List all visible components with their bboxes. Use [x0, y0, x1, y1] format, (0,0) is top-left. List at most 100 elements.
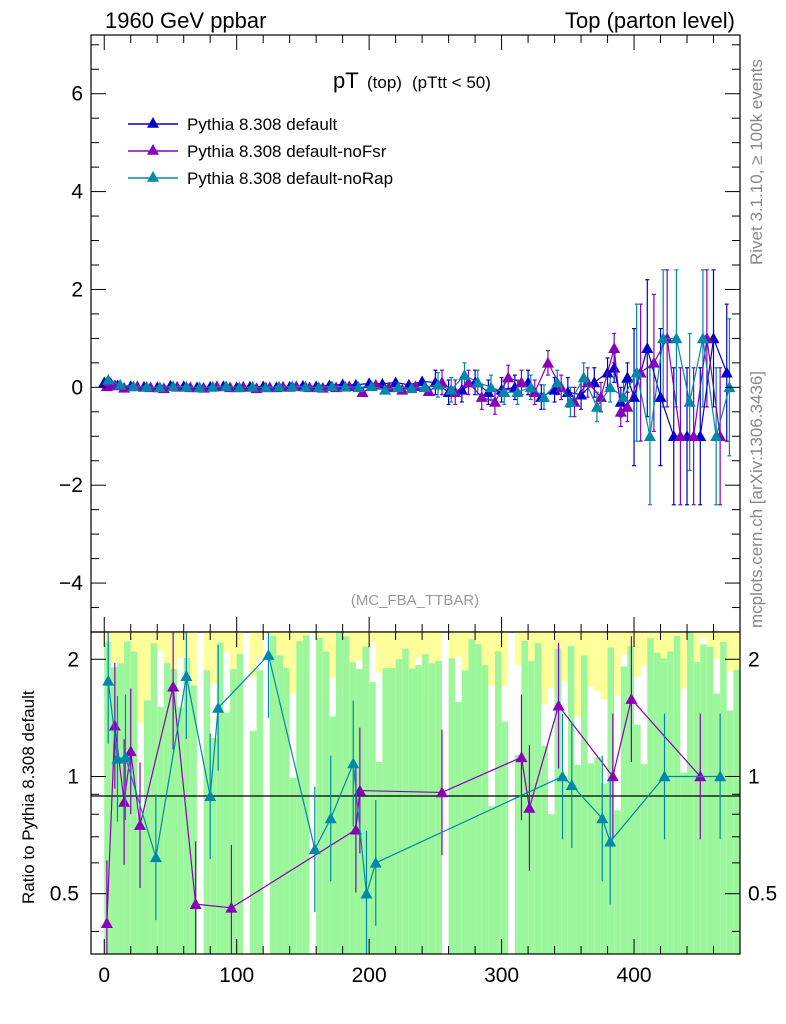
- ratio-band-outer: [236, 632, 244, 672]
- ratio-data-point: [552, 699, 565, 711]
- main-data-point: [392, 381, 405, 393]
- main-data-point: [326, 380, 339, 392]
- main-data-point: [299, 380, 312, 392]
- ratio-band-inner: [660, 658, 668, 954]
- main-data-point: [455, 383, 468, 395]
- legend-label: Pythia 8.308 default: [187, 115, 338, 134]
- ratio-band-outer: [203, 632, 211, 676]
- ratio-band-inner: [455, 702, 462, 954]
- main-data-point: [720, 366, 733, 378]
- ratio-band-outer: [541, 632, 548, 705]
- main-data-point: [180, 380, 193, 392]
- ratio-band-outer: [329, 632, 337, 678]
- main-data-point: [628, 391, 641, 402]
- ratio-band-outer: [680, 632, 688, 689]
- plot-title-main: pT: [333, 68, 359, 93]
- main-data-point: [594, 391, 607, 402]
- ratio-band-inner: [607, 647, 615, 954]
- ratio-band-inner: [402, 648, 409, 954]
- main-data-point: [641, 342, 654, 353]
- ratio-band-inner: [435, 660, 442, 954]
- ratio-band-inner: [104, 641, 111, 954]
- main-data-point: [206, 380, 219, 392]
- ratio-band-inner: [514, 755, 522, 954]
- ratio-band-outer: [249, 632, 257, 677]
- ratio-xtick-label: 400: [617, 964, 652, 987]
- ratio-band-outer: [382, 632, 390, 689]
- main-data-point: [674, 430, 687, 442]
- ratio-band-inner: [614, 810, 621, 954]
- ratio-band-inner: [110, 667, 118, 954]
- ratio-band-outer: [700, 632, 707, 638]
- main-ytick-label: −4: [59, 572, 83, 595]
- legend: Pythia 8.308 default Pythia 8.308 default…: [128, 115, 393, 188]
- ratio-band-inner: [177, 707, 184, 954]
- main-data-point: [471, 376, 484, 388]
- main-data-point: [687, 430, 700, 442]
- main-data-point: [502, 371, 515, 383]
- ratio-data-point: [212, 701, 225, 713]
- main-data-point: [462, 376, 475, 388]
- ratio-band-inner: [336, 632, 343, 954]
- collider-label: 1960 GeV ppbar: [105, 8, 266, 33]
- main-data-point: [102, 373, 115, 385]
- main-data-point: [167, 380, 180, 392]
- ratio-band-outer: [408, 632, 416, 681]
- ratio-xtick-label: 100: [219, 964, 254, 987]
- ratio-band-outer: [713, 632, 721, 659]
- main-ytick-label: 2: [71, 278, 83, 301]
- ratio-data-point: [596, 812, 609, 824]
- ratio-band-inner: [653, 652, 661, 954]
- ratio-y-axis: 0.5 0.5 1 1 2 2: [50, 648, 777, 932]
- ratio-data-point: [369, 856, 382, 868]
- ratio-band-inner: [422, 654, 429, 954]
- ratio-band-outer: [561, 632, 568, 682]
- ratio-band-inner: [276, 655, 284, 954]
- ratio-band-inner: [230, 669, 237, 954]
- ratio-band-outer: [349, 632, 356, 666]
- ratio-band-outer: [289, 632, 297, 694]
- ratio-band-inner: [534, 643, 542, 954]
- ratio-band-inner: [726, 710, 734, 954]
- ratio-band-outer: [720, 632, 727, 650]
- main-series-layer: [98, 332, 736, 442]
- main-data-point: [657, 332, 670, 344]
- ratio-band-outer: [210, 632, 217, 684]
- main-data-point: [511, 386, 524, 398]
- ratio-band-outer: [574, 632, 582, 717]
- ratio-band-outer: [369, 632, 376, 643]
- legend-marker: [147, 171, 159, 182]
- ratio-data-point: [658, 770, 671, 782]
- main-data-point: [352, 381, 365, 393]
- ratio-band-outer: [726, 632, 734, 673]
- ratio-data-point: [435, 786, 448, 798]
- ratio-data-point: [134, 819, 147, 830]
- ratio-band-outer: [143, 632, 151, 702]
- ratio-band-inner: [693, 662, 701, 954]
- main-data-point: [193, 381, 206, 393]
- ratio-band-inner: [488, 806, 495, 954]
- ratio-band-inner: [269, 635, 277, 954]
- main-data-point: [696, 332, 709, 344]
- ratio-data-point: [625, 693, 638, 704]
- main-data-point: [621, 400, 634, 412]
- ratio-xtick-label: 200: [352, 964, 387, 987]
- ratio-band-outer: [223, 632, 231, 652]
- ratio-data-point: [225, 901, 238, 913]
- ratio-data-point: [149, 851, 162, 863]
- ratio-band-inner: [428, 663, 436, 954]
- ratio-band-outer: [455, 632, 462, 657]
- ratio-band-inner: [117, 663, 125, 954]
- ratio-data-point: [119, 751, 132, 763]
- ratio-band-outer: [117, 632, 125, 677]
- ratio-data-point: [565, 779, 578, 790]
- legend-label: Pythia 8.308 default-noRap: [187, 169, 393, 188]
- main-data-point: [114, 378, 127, 390]
- ratio-data-point: [604, 835, 617, 847]
- ratio-band-inner: [170, 669, 178, 954]
- ratio-band-inner: [223, 712, 231, 954]
- ratio-band-outer: [256, 632, 264, 658]
- ratio-band-outer: [137, 632, 144, 724]
- ratio-band-inner: [720, 641, 727, 954]
